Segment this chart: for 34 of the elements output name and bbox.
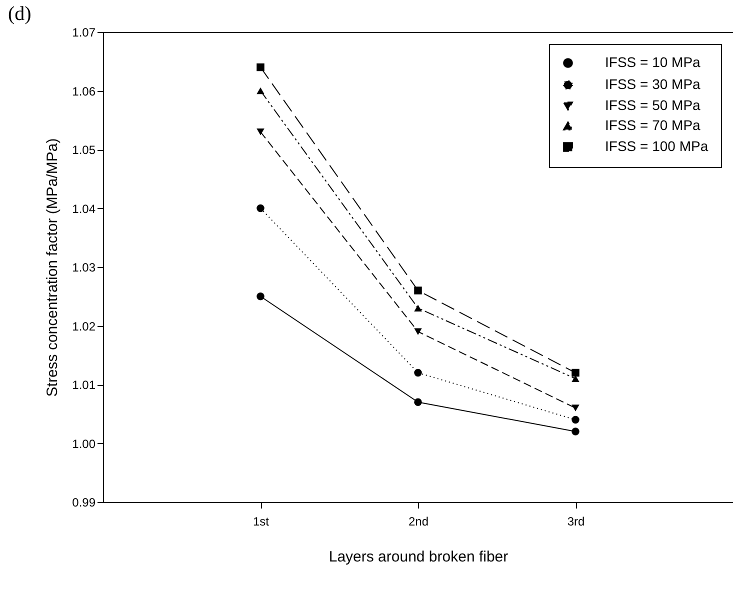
- y-tick-label: 1.03: [72, 260, 96, 274]
- y-tick-label: 1.01: [72, 378, 96, 392]
- y-tick-label: 1.07: [72, 26, 96, 40]
- legend-label: IFSS = 50 MPa: [605, 97, 701, 113]
- x-tick-label: 3rd: [567, 514, 585, 528]
- point: [256, 204, 264, 212]
- x-tick-label: 1st: [252, 514, 270, 528]
- y-tick-label: 0.99: [72, 496, 96, 510]
- legend-label: IFSS = 30 MPa: [605, 76, 701, 92]
- point: [414, 304, 422, 312]
- point: [572, 368, 580, 377]
- y-tick-label: 1.04: [72, 202, 96, 216]
- y-tick-label: 1.05: [72, 143, 96, 157]
- y-tick-label: 1.02: [72, 319, 96, 334]
- point: [256, 292, 264, 300]
- y-tick-label: 1.06: [72, 84, 96, 98]
- point: [256, 63, 264, 72]
- point: [572, 404, 580, 412]
- point: [414, 328, 422, 335]
- point: [572, 428, 580, 436]
- point: [256, 87, 264, 94]
- point: [414, 368, 422, 377]
- legend-label: IFSS = 10 MPa: [605, 54, 701, 70]
- point: [414, 286, 422, 294]
- legend-label: IFSS = 100 MPa: [605, 138, 708, 154]
- point: [256, 128, 264, 136]
- x-axis-title: Layers around broken fiber: [328, 548, 508, 566]
- point: [414, 398, 422, 406]
- x-tick-label: 2nd: [408, 514, 429, 528]
- point: [572, 416, 580, 424]
- chart-title: (d): [8, 3, 32, 25]
- y-tick-label: 1.00: [72, 436, 96, 451]
- legend-label: IFSS = 70 MPa: [605, 117, 701, 133]
- y-axis-title: Stress concentration factor (MPa/MPa): [44, 138, 62, 397]
